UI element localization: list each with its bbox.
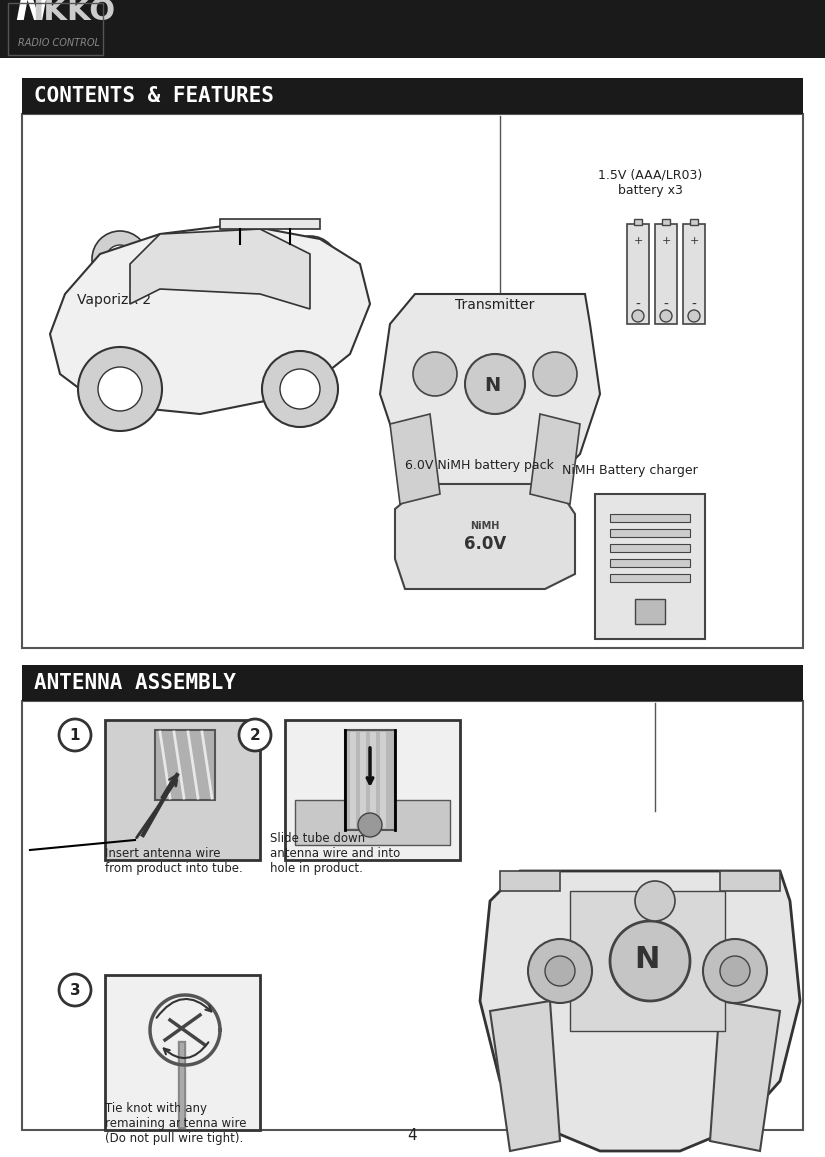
Circle shape <box>465 354 525 414</box>
Bar <box>635 599 665 624</box>
Bar <box>634 219 642 224</box>
Bar <box>360 732 366 828</box>
Text: 4: 4 <box>408 1128 417 1143</box>
Polygon shape <box>530 414 580 504</box>
Circle shape <box>282 236 338 292</box>
Bar <box>105 720 260 860</box>
Circle shape <box>610 921 690 1001</box>
Circle shape <box>59 718 91 751</box>
Bar <box>595 494 705 639</box>
Bar <box>350 732 356 828</box>
Bar <box>655 224 677 324</box>
Polygon shape <box>50 224 370 414</box>
Circle shape <box>92 231 148 287</box>
Text: N: N <box>484 376 500 395</box>
Bar <box>627 224 649 324</box>
Polygon shape <box>710 1001 780 1151</box>
Bar <box>610 514 690 522</box>
Bar <box>610 544 690 552</box>
Circle shape <box>660 310 672 322</box>
Bar <box>22 665 803 701</box>
Circle shape <box>545 956 575 986</box>
Polygon shape <box>220 219 320 229</box>
Bar <box>22 78 803 115</box>
Bar <box>500 871 560 891</box>
Bar <box>8 3 103 56</box>
Circle shape <box>720 956 750 986</box>
Text: CONTENTS & FEATURES: CONTENTS & FEATURES <box>34 86 274 106</box>
Bar <box>0 0 825 58</box>
Circle shape <box>239 718 271 751</box>
Text: 1: 1 <box>70 728 80 743</box>
Polygon shape <box>480 871 800 1151</box>
Circle shape <box>703 939 767 1003</box>
Text: 3: 3 <box>69 983 80 998</box>
Text: +: + <box>634 236 643 246</box>
Polygon shape <box>490 1001 560 1151</box>
Text: NiMH Battery charger: NiMH Battery charger <box>562 464 698 477</box>
Bar <box>380 732 386 828</box>
Text: +: + <box>662 236 671 246</box>
Circle shape <box>59 974 91 1005</box>
Polygon shape <box>570 891 725 1031</box>
Text: N: N <box>634 945 659 974</box>
Text: -: - <box>635 299 640 312</box>
Text: Slide tube down
antenna wire and into
hole in product.: Slide tube down antenna wire and into ho… <box>270 832 400 875</box>
Bar <box>345 730 395 830</box>
Text: Insert antenna wire
from product into tube.: Insert antenna wire from product into tu… <box>105 847 243 875</box>
Circle shape <box>688 310 700 322</box>
Bar <box>22 115 803 648</box>
Polygon shape <box>390 414 440 504</box>
Circle shape <box>106 245 134 273</box>
Bar <box>295 799 450 845</box>
Circle shape <box>262 351 338 427</box>
Text: +: + <box>690 236 699 246</box>
Text: 6.0V NiMH battery pack: 6.0V NiMH battery pack <box>405 459 554 472</box>
Bar <box>720 871 780 891</box>
Bar <box>610 559 690 567</box>
Circle shape <box>296 250 324 278</box>
Text: N: N <box>15 0 48 28</box>
Text: 1.5V (AAA/LR03)
battery x3: 1.5V (AAA/LR03) battery x3 <box>598 169 702 197</box>
Text: 2: 2 <box>250 728 261 743</box>
Bar <box>610 574 690 582</box>
Circle shape <box>413 352 457 396</box>
Text: NiMH: NiMH <box>470 521 500 531</box>
Bar <box>683 224 705 324</box>
Polygon shape <box>395 484 575 589</box>
Bar <box>285 720 460 860</box>
Polygon shape <box>380 294 600 504</box>
Circle shape <box>528 939 592 1003</box>
Bar <box>610 529 690 537</box>
Text: ANTENNA ASSEMBLY: ANTENNA ASSEMBLY <box>34 673 236 693</box>
Polygon shape <box>130 229 310 309</box>
Bar <box>22 701 803 1130</box>
Bar <box>662 219 670 224</box>
Text: -: - <box>691 299 696 312</box>
Circle shape <box>632 310 644 322</box>
Bar <box>105 975 260 1130</box>
Text: 6.0V: 6.0V <box>464 535 506 553</box>
Text: VaporizR 2: VaporizR 2 <box>77 293 151 307</box>
Bar <box>690 219 698 224</box>
Circle shape <box>78 347 162 432</box>
Circle shape <box>358 813 382 837</box>
Circle shape <box>533 352 577 396</box>
Text: -: - <box>663 299 668 312</box>
Polygon shape <box>155 730 215 799</box>
Circle shape <box>280 369 320 410</box>
Text: Tie knot with any
remaining antenna wire
(Do not pull wire tight).: Tie knot with any remaining antenna wire… <box>105 1101 247 1145</box>
Circle shape <box>98 367 142 411</box>
Text: RADIO CONTROL: RADIO CONTROL <box>18 38 100 47</box>
Text: Transmitter: Transmitter <box>455 299 535 312</box>
Text: IKKO: IKKO <box>32 0 116 25</box>
Bar <box>370 732 376 828</box>
Circle shape <box>635 880 675 921</box>
